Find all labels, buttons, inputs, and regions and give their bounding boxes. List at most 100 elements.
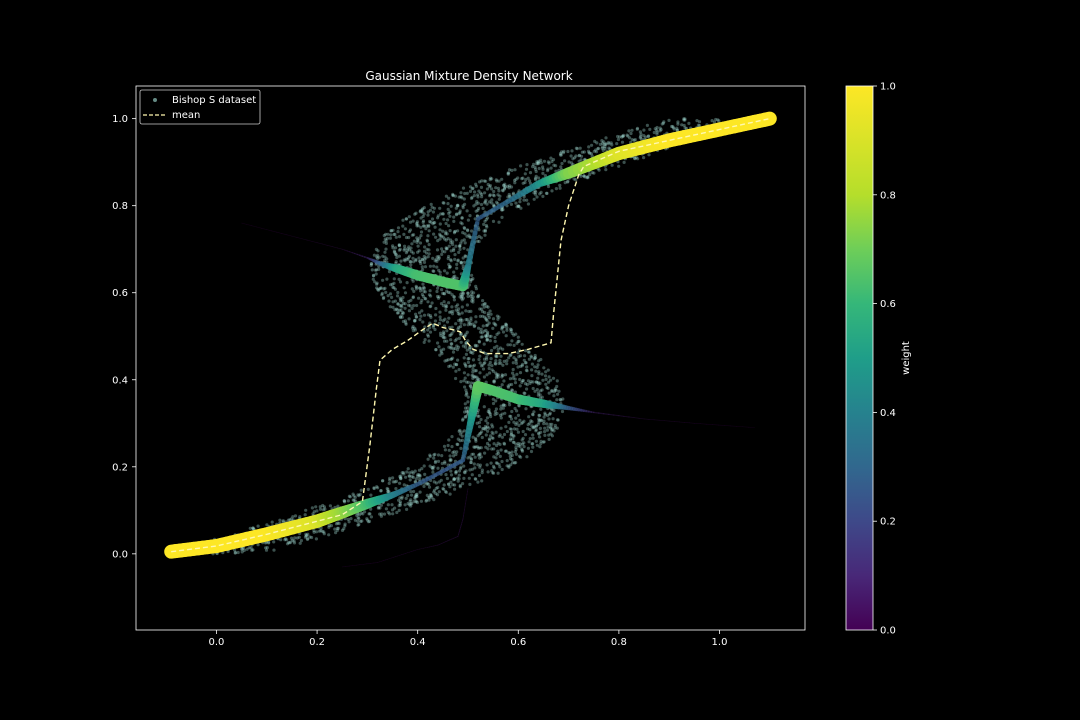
dataset-point — [454, 213, 458, 217]
dataset-point — [391, 480, 395, 484]
dataset-point — [509, 202, 513, 206]
dataset-point — [436, 214, 440, 218]
dataset-point — [410, 306, 414, 310]
dataset-point — [542, 366, 546, 370]
dataset-point — [449, 241, 453, 245]
dataset-point — [460, 296, 464, 300]
dataset-point — [449, 310, 453, 314]
dataset-point — [513, 181, 517, 185]
dataset-point — [477, 357, 481, 362]
dataset-point — [445, 232, 449, 236]
dataset-point — [462, 379, 466, 383]
dataset-point — [453, 346, 457, 351]
dataset-point — [462, 246, 466, 250]
dataset-point — [470, 290, 474, 294]
y-tick-label: 1.0 — [112, 114, 128, 125]
dataset-point — [469, 345, 473, 349]
dataset-point — [532, 410, 536, 414]
dataset-point — [409, 498, 413, 502]
dataset-point — [430, 466, 434, 470]
dataset-point — [550, 428, 554, 432]
dataset-point — [506, 195, 510, 199]
dataset-point — [431, 269, 435, 273]
dataset-point — [480, 471, 484, 475]
dataset-point — [510, 389, 515, 393]
dataset-point — [414, 211, 418, 215]
dataset-point — [369, 263, 373, 267]
dataset-point — [414, 493, 418, 497]
component-segment — [379, 560, 382, 563]
dataset-point — [484, 334, 488, 338]
dataset-point — [342, 499, 346, 503]
dataset-point — [463, 362, 467, 366]
dataset-point — [447, 345, 451, 349]
dataset-point — [398, 474, 402, 479]
dataset-point — [531, 433, 535, 437]
dataset-point — [542, 440, 546, 444]
dataset-point — [473, 190, 477, 194]
dataset-point — [477, 293, 481, 297]
dataset-point — [433, 452, 437, 456]
dataset-point — [292, 541, 297, 545]
dataset-point — [460, 290, 464, 294]
dataset-point — [639, 132, 643, 136]
dataset-point — [459, 446, 463, 450]
dataset-point — [492, 203, 496, 207]
dataset-point — [409, 502, 413, 506]
dataset-point — [451, 347, 455, 351]
dataset-point — [488, 184, 492, 188]
dataset-point — [547, 433, 551, 437]
dataset-point — [452, 295, 456, 299]
dataset-point — [522, 198, 526, 202]
dataset-point — [451, 356, 455, 360]
dataset-point — [506, 184, 510, 188]
component-segment — [241, 222, 247, 225]
dataset-point — [495, 344, 499, 348]
dataset-point — [460, 196, 464, 200]
colorbar-tick-label: 0.8 — [880, 190, 896, 201]
dataset-point — [447, 254, 451, 259]
dataset-point — [500, 215, 504, 219]
dataset-point — [618, 135, 622, 139]
dataset-point — [528, 421, 532, 425]
dataset-point — [412, 233, 416, 237]
dataset-point — [521, 362, 525, 366]
component-segment — [463, 509, 465, 514]
dataset-point — [420, 309, 424, 313]
dataset-point — [407, 248, 412, 252]
dataset-point — [481, 206, 485, 210]
dataset-point — [436, 459, 441, 463]
dataset-point — [502, 442, 507, 446]
dataset-point — [380, 291, 384, 295]
dataset-point — [481, 303, 485, 307]
dataset-point — [432, 453, 436, 457]
dataset-point — [357, 522, 361, 527]
dataset-point — [457, 212, 461, 216]
dataset-point — [468, 189, 473, 193]
dataset-point — [466, 395, 470, 399]
dataset-point — [510, 331, 514, 335]
dataset-point — [429, 294, 433, 298]
colorbar: 0.00.20.40.60.81.0 weight — [845, 82, 912, 637]
dataset-point — [424, 256, 428, 260]
dataset-point — [510, 458, 514, 462]
dataset-point — [406, 467, 410, 471]
dataset-point — [630, 128, 634, 132]
dataset-point — [495, 373, 499, 377]
dataset-point — [545, 422, 549, 426]
dataset-point — [658, 129, 662, 133]
dataset-point — [376, 287, 380, 291]
dataset-point — [399, 315, 403, 319]
dataset-point — [342, 527, 346, 531]
dataset-point — [486, 429, 490, 433]
dataset-point — [468, 214, 472, 218]
dataset-point — [470, 229, 474, 233]
dataset-point — [604, 136, 608, 140]
dataset-point — [398, 496, 402, 500]
dataset-point — [545, 428, 550, 432]
x-axis: 0.0 0.2 0.4 0.6 0.8 1.0 — [209, 630, 727, 648]
dataset-point — [551, 158, 556, 162]
dataset-point — [392, 249, 396, 253]
dataset-point — [388, 236, 392, 240]
dataset-point — [569, 154, 573, 158]
